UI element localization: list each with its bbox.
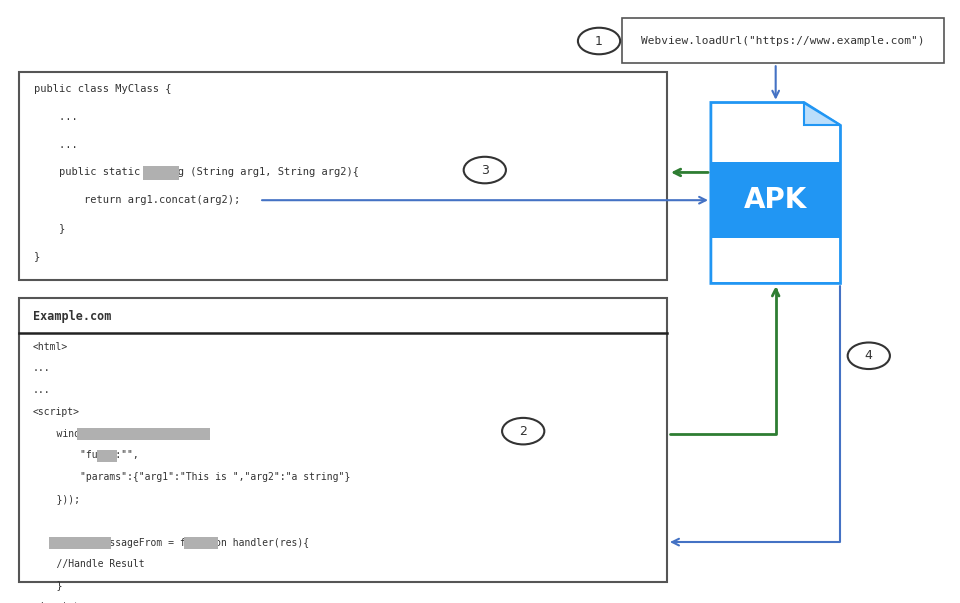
Text: //Handle Result: //Handle Result [33,559,144,569]
FancyBboxPatch shape [184,537,218,549]
FancyBboxPatch shape [49,537,111,549]
FancyBboxPatch shape [98,450,117,462]
FancyBboxPatch shape [156,428,209,440]
Circle shape [464,157,506,183]
Text: </script>: </script> [33,602,85,603]
Text: 4: 4 [865,349,873,362]
Text: Webview.loadUrl("https://www.example.com"): Webview.loadUrl("https://www.example.com… [641,36,924,46]
Text: ...: ... [34,112,78,122]
Text: 1: 1 [595,34,603,48]
Text: window.(JSON.stringify({: window.(JSON.stringify({ [33,429,197,438]
Circle shape [502,418,544,444]
Text: ...: ... [33,385,50,395]
Text: ...: ... [34,140,78,150]
Text: ...: ... [33,364,50,373]
Polygon shape [804,103,841,125]
Text: <html>: <html> [33,342,68,352]
Text: "params":{"arg1":"This is ","arg2":"a string"}: "params":{"arg1":"This is ","arg2":"a st… [33,472,349,482]
Text: _handleMessageFrom = function handler(res){: _handleMessageFrom = function handler(re… [33,537,309,548]
Polygon shape [710,103,841,283]
Text: 2: 2 [519,425,527,438]
Text: }: } [34,251,40,260]
Circle shape [848,343,890,369]
Text: Example.com: Example.com [33,310,111,323]
Text: "func":"",: "func":"", [33,450,138,460]
FancyBboxPatch shape [710,162,841,238]
Text: return arg1.concat(arg2);: return arg1.concat(arg2); [34,195,240,205]
Text: }));: })); [33,494,80,504]
FancyBboxPatch shape [19,298,667,582]
Circle shape [578,28,620,54]
Text: }: } [33,581,62,590]
Text: }: } [34,223,65,233]
FancyBboxPatch shape [622,18,944,63]
FancyBboxPatch shape [143,166,180,180]
FancyBboxPatch shape [19,72,667,280]
Text: public static String (String arg1, String arg2){: public static String (String arg1, Strin… [34,168,359,177]
FancyBboxPatch shape [77,428,158,440]
Text: 3: 3 [481,163,489,177]
Text: APK: APK [744,186,807,214]
Text: <script>: <script> [33,407,80,417]
Text: public class MyClass {: public class MyClass { [34,84,171,94]
